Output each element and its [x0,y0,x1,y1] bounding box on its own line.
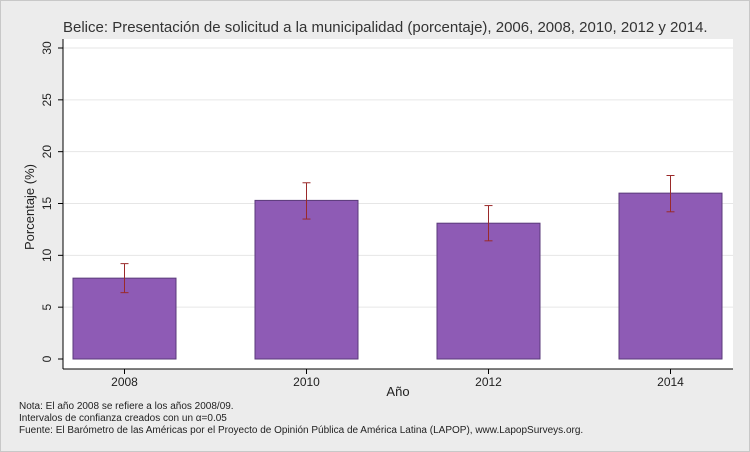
chart-notes: Nota: El año 2008 se refiere a los años … [19,401,583,437]
note-line: Fuente: El Barómetro de las Américas por… [19,425,584,436]
bar-2010 [254,199,359,360]
note-line: Intervalos de confianza creados con un α… [19,413,227,424]
x-tick-label-2012: 2012 [475,375,502,389]
error-bars [120,175,675,294]
y-tick-label: 20 [40,145,54,159]
x-tick-label-2008: 2008 [111,375,138,389]
y-tick-label: 10 [40,248,54,262]
x-tick-label-2014: 2014 [657,375,684,389]
bar-chart: Belice: Presentación de solicitud a la m… [22,19,733,399]
y-tick-labels: 0 5 10 15 20 25 30 [40,41,54,362]
note-line: Nota: El año 2008 se refiere a los años … [19,401,234,412]
y-axis-label: Porcentaje (%) [22,164,37,250]
y-tick-label: 0 [40,355,54,362]
bar-2012 [436,222,541,360]
y-tick-label: 30 [40,41,54,55]
bar-2014 [618,192,723,360]
axes [58,39,733,374]
y-tick-label: 5 [40,304,54,311]
chart-title: Belice: Presentación de solicitud a la m… [63,19,708,36]
y-tick-label: 25 [40,93,54,107]
x-axis-label: Año [386,384,409,399]
y-tick-label: 15 [40,197,54,211]
x-tick-labels: 2008 2010 2012 2014 [111,375,684,389]
x-tick-label-2010: 2010 [293,375,320,389]
